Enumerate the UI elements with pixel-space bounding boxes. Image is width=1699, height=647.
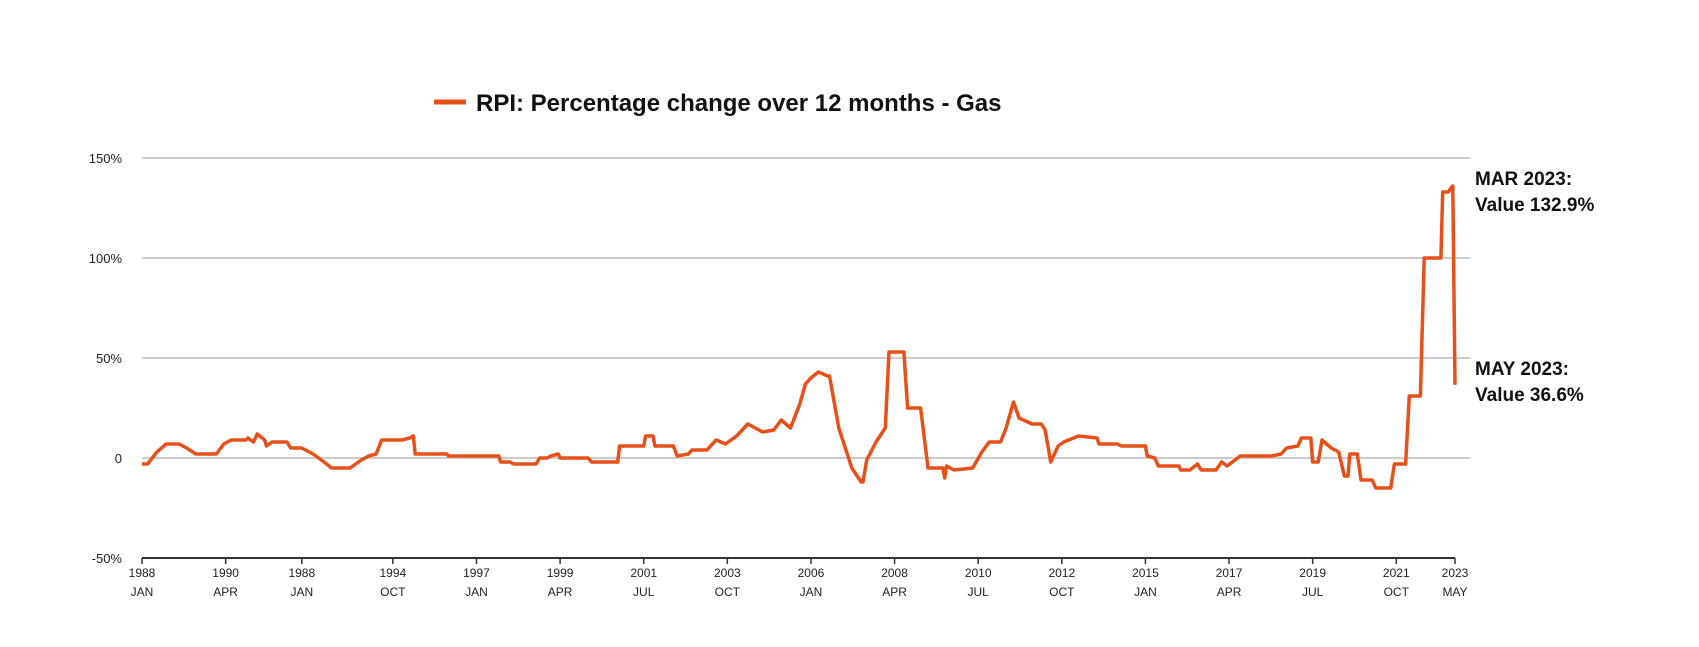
x-tick-year: 2003: [714, 566, 741, 580]
x-tick-month: JAN: [800, 585, 823, 599]
x-tick-year: 1999: [547, 566, 574, 580]
annotation-may-2023: MAY 2023: Value 36.6%: [1475, 359, 1584, 406]
x-tick-year: 2017: [1216, 566, 1243, 580]
y-tick-label: 50%: [96, 351, 122, 366]
x-tick-year: 1988: [129, 566, 156, 580]
legend-label: RPI: Percentage change over 12 months - …: [476, 90, 1002, 117]
x-tick-year: 1994: [380, 566, 407, 580]
x-tick-month: APR: [213, 585, 238, 599]
x-tick-month: OCT: [380, 585, 406, 599]
x-tick-month: JUL: [633, 585, 655, 599]
x-tick-year: 1988: [288, 566, 315, 580]
legend: RPI: Percentage change over 12 months - …: [434, 90, 1002, 117]
x-tick-year: 1997: [463, 566, 490, 580]
x-tick-month: MAY: [1442, 585, 1467, 599]
x-tick-year: 2008: [881, 566, 908, 580]
x-tick-year: 2023: [1442, 566, 1469, 580]
annotation-mar-2023-title: MAR 2023:: [1475, 169, 1572, 190]
x-tick-month: APR: [548, 585, 573, 599]
x-tick-month: APR: [1217, 585, 1242, 599]
x-tick-month: JAN: [131, 585, 154, 599]
y-tick-label: -50%: [92, 551, 123, 566]
x-tick-year: 2021: [1383, 566, 1410, 580]
x-axis-ticks: 1988 JAN 1990 APR 1988 JAN 1994 OCT 1997 JAN 1999 A…: [129, 558, 1469, 599]
annotation-mar-2023-value: Value 132.9%: [1475, 195, 1594, 216]
x-tick-month: JAN: [465, 585, 488, 599]
annotation-mar-2023: MAR 2023: Value 132.9%: [1475, 169, 1594, 216]
x-tick-year: 1990: [212, 566, 239, 580]
x-tick-month: OCT: [1049, 585, 1075, 599]
annotation-may-2023-title: MAY 2023:: [1475, 359, 1569, 380]
x-tick-year: 2015: [1132, 566, 1159, 580]
x-tick-year: 2006: [798, 566, 825, 580]
gridlines: [142, 157, 1470, 459]
y-tick-label: 150%: [89, 151, 123, 166]
x-tick-month: JUL: [968, 585, 990, 599]
x-tick-month: JUL: [1302, 585, 1324, 599]
y-tick-label: 0: [115, 451, 122, 466]
y-tick-label: 100%: [89, 251, 123, 266]
y-axis-ticks: 150% 100% 50% 0 -50%: [89, 151, 123, 566]
x-tick-month: APR: [882, 585, 907, 599]
x-tick-month: OCT: [1384, 585, 1410, 599]
x-tick-year: 2010: [965, 566, 992, 580]
x-tick-month: JAN: [1134, 585, 1157, 599]
x-tick-month: OCT: [715, 585, 741, 599]
x-tick-year: 2019: [1299, 566, 1326, 580]
x-tick-year: 2001: [630, 566, 657, 580]
annotation-may-2023-value: Value 36.6%: [1475, 385, 1584, 406]
series-line: [142, 184, 1457, 490]
x-tick-month: JAN: [290, 585, 313, 599]
x-tick-year: 2012: [1048, 566, 1075, 580]
